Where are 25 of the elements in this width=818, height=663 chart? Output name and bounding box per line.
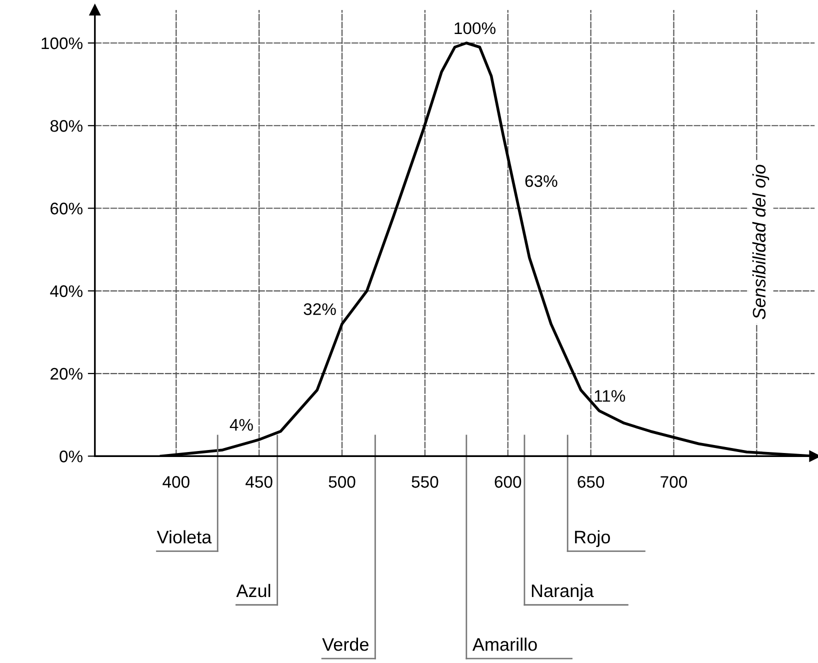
ref-line-label: Naranja <box>532 584 594 601</box>
annotation: 63% <box>525 175 558 188</box>
ref-line-label: Violeta <box>156 530 212 544</box>
x-tick-label: 500 <box>328 476 356 488</box>
annotation: 11% <box>594 390 626 402</box>
y-tick-label: 100% <box>42 37 82 50</box>
y-tick-label: 0% <box>60 450 82 462</box>
ref-line-label: Amarillo <box>472 638 537 651</box>
annotation: 32% <box>304 303 336 316</box>
x-tick-label: 650 <box>578 476 604 488</box>
y-tick-label: 60% <box>50 202 82 214</box>
ref-line-label: Azul <box>236 584 270 598</box>
x-tick-label: 700 <box>660 476 687 488</box>
x-tick-label: 450 <box>246 476 272 488</box>
annotation: 100% <box>454 22 496 34</box>
y-tick-label: 40% <box>50 285 82 298</box>
x-tick-label: 600 <box>494 476 522 488</box>
y-axis-title: Sensibilidad del ojo <box>752 164 770 320</box>
annotation: 4% <box>230 419 253 431</box>
y-tick-label: 20% <box>50 368 82 380</box>
ref-line-label: Verde <box>322 638 368 651</box>
ref-line-label: Rojo <box>575 530 610 548</box>
x-tick-label: 550 <box>412 476 438 488</box>
y-tick-label: 80% <box>50 120 82 132</box>
x-tick-label: 400 <box>162 476 190 488</box>
